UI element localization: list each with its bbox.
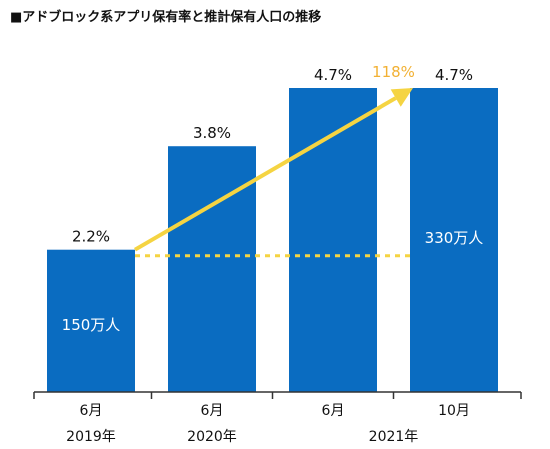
category-label-2: 6月 [322,403,345,419]
growth-arrow-head [390,88,413,107]
year-label-1: 2020年 [187,429,237,445]
population-label-3: 330万人 [425,229,484,247]
category-label-3: 10月 [438,403,470,419]
bar-0 [47,249,135,392]
value-label-3: 4.7% [435,66,473,84]
year-label-2: 2021年 [369,429,419,445]
population-label-0: 150万人 [62,316,121,334]
year-label-0: 2019年 [66,429,116,445]
bar-1 [168,146,256,392]
value-label-2: 4.7% [314,66,352,84]
chart-title: ■アドブロック系アプリ保有率と推計保有人口の推移 [10,10,322,25]
bar-3 [410,88,498,392]
growth-label: 118% [372,63,415,81]
value-label-1: 3.8% [193,124,231,142]
category-label-0: 6月 [80,403,103,419]
value-label-0: 2.2% [72,228,110,246]
growth-arrow-line [133,96,397,252]
bar-2 [289,88,377,392]
category-label-1: 6月 [201,403,224,419]
